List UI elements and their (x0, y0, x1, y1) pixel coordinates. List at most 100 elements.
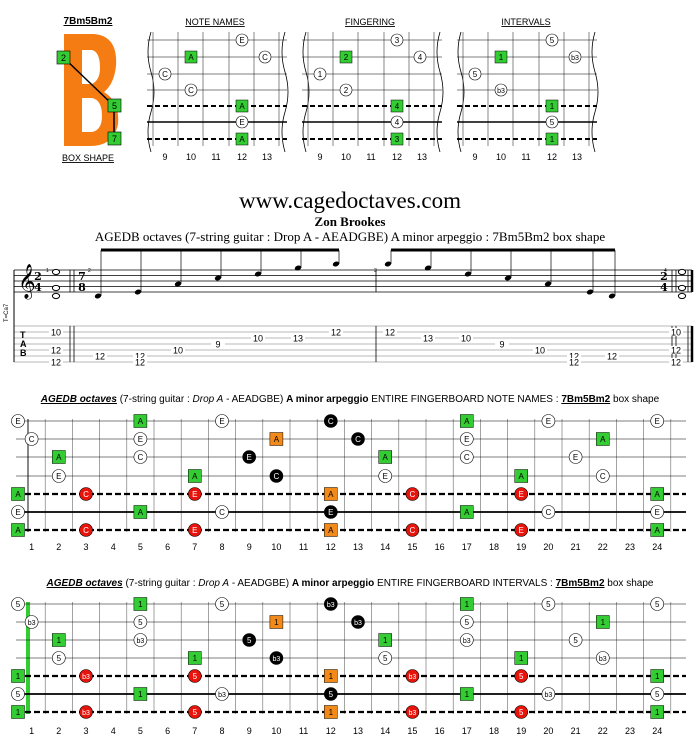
box-shape-label: 7Bm5Bm2 (64, 16, 113, 27)
board-root-marker (188, 469, 202, 483)
tab-number-bg (211, 340, 225, 348)
tab-number-bg (605, 352, 619, 360)
board-fret-number: 11 (299, 542, 308, 552)
board-marker-label: C (464, 453, 470, 462)
board-marker-label: b3 (545, 692, 553, 699)
board-marker-label: A (56, 453, 62, 462)
board-root-marker (460, 505, 474, 519)
mini-marker-label: A (188, 53, 194, 62)
tab-number: 10 (173, 346, 183, 356)
board-note-marker (323, 414, 338, 428)
mini-note-marker (413, 50, 427, 64)
tab-number-bg (421, 334, 435, 342)
board-fret-number: 18 (489, 542, 499, 552)
tab-number-bg (669, 358, 683, 366)
board-note-marker (242, 450, 256, 464)
board-root-marker (324, 523, 338, 537)
site-title: www.cagedoctaves.com (238, 188, 462, 213)
tab-number: 10 (461, 334, 471, 344)
mini-marker-label: b3 (571, 55, 579, 62)
mini-fret-number: 11 (366, 152, 375, 162)
board-note-marker (595, 651, 610, 665)
chord-m4-note (677, 292, 687, 300)
board-note-marker (11, 687, 25, 701)
board-fret-number: 18 (489, 726, 499, 736)
board-marker-label: 5 (220, 600, 225, 609)
board-root-marker (514, 469, 528, 483)
mini-fret-number: 10 (186, 152, 196, 162)
board-marker-label: C (274, 472, 280, 481)
board-fret-number: 23 (625, 542, 635, 552)
tab-number-bg (329, 328, 343, 336)
note-head (254, 271, 262, 277)
board-note-marker (514, 705, 529, 719)
board-note-marker (133, 450, 148, 464)
board-root-marker (378, 633, 392, 647)
board-marker-label: E (546, 417, 551, 426)
note-head (424, 265, 432, 271)
board-fret-number: 20 (543, 726, 553, 736)
tab-number: 12 (569, 352, 579, 362)
chord-m1-note (51, 284, 61, 292)
tab-number: 12 (135, 352, 145, 362)
board-marker-label: E (328, 508, 333, 517)
mini-marker-label: 1 (550, 135, 555, 144)
board-marker-label: C (138, 453, 144, 462)
board-root-marker (460, 687, 474, 701)
tuning-label: T=Ca7 (4, 303, 10, 322)
board-note-marker (378, 651, 393, 665)
measure-number: 1 (46, 268, 49, 274)
tab-clef-letter: B (20, 348, 27, 358)
tab-number-bg (93, 352, 107, 360)
board-root-marker (133, 414, 148, 428)
board-marker-label: C (355, 435, 361, 444)
tab-number: 10 (253, 334, 263, 344)
board-note-marker (514, 523, 529, 537)
note-head (544, 281, 552, 287)
board-marker-label: A (138, 417, 144, 426)
chord-m1-note (51, 268, 61, 276)
board-marker-label: E (573, 453, 578, 462)
board-marker-label: E (192, 526, 197, 535)
board-note-marker (595, 469, 610, 483)
mini-fret-number: 11 (521, 152, 530, 162)
mini-fret-number: 10 (496, 152, 506, 162)
board-marker-label: E (192, 490, 197, 499)
board-note-marker (269, 651, 284, 665)
chord-m4-note (677, 284, 687, 292)
board-note-marker (215, 687, 229, 701)
board-fret-number: 10 (271, 542, 281, 552)
board-marker-label: C (410, 490, 416, 499)
board-marker-label: 5 (519, 708, 524, 717)
board-fret-number: 9 (247, 542, 252, 552)
mini-marker-label: 3 (395, 135, 400, 144)
board-marker-label: b3 (273, 656, 281, 663)
board-marker-label: E (383, 472, 388, 481)
tab-number: 12 (135, 358, 145, 367)
mini-note-marker (235, 115, 249, 129)
board-marker-label: A (138, 508, 144, 517)
mini-marker-label: 5 (550, 118, 555, 127)
mini-edge-left (302, 31, 310, 153)
board-note-marker (568, 450, 583, 464)
mini-fret-number: 9 (162, 152, 167, 162)
author-name: Zon Brookes (314, 214, 386, 229)
board-note-marker (188, 487, 202, 501)
board-fret-number: 13 (353, 726, 363, 736)
board-marker-label: E (15, 508, 20, 517)
tab-number-bg (133, 352, 147, 360)
board-fret-number: 15 (407, 542, 417, 552)
board-note-marker (24, 432, 39, 446)
note-head (504, 275, 512, 281)
time-sig-a-bottom: 4 (34, 281, 42, 294)
mini-note-marker (468, 67, 482, 81)
board-marker-label: 1 (465, 600, 470, 609)
board-note-marker (215, 505, 229, 519)
board-root-marker (11, 669, 25, 683)
board-root-marker (269, 432, 284, 446)
tab-number: 9 (215, 340, 220, 350)
board-fret-number: 7 (192, 542, 197, 552)
tab-number-bg (49, 328, 63, 336)
mini-marker-label: C (188, 86, 194, 95)
board-marker-label: A (328, 526, 334, 535)
